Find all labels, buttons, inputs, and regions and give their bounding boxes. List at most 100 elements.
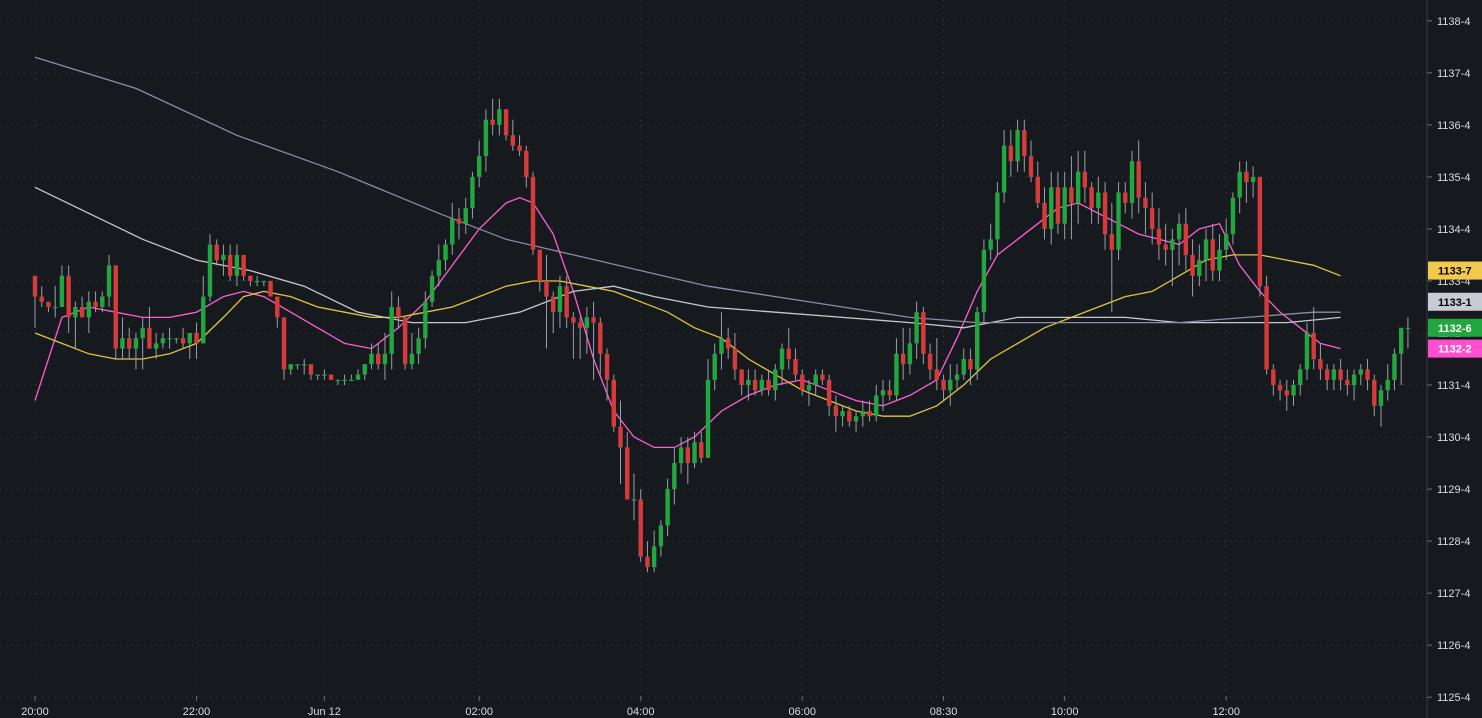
candle xyxy=(853,411,859,432)
y-tick-label: 1129-4 xyxy=(1437,484,1470,496)
candle-body xyxy=(456,218,462,224)
candle-body xyxy=(1304,332,1310,370)
candle xyxy=(241,254,246,281)
candle xyxy=(1116,182,1121,261)
candle xyxy=(1358,364,1364,386)
candle-body xyxy=(874,395,879,417)
candle xyxy=(934,338,940,391)
candle-body xyxy=(867,411,872,417)
candle-body xyxy=(685,447,691,464)
price-badge-bg xyxy=(1428,261,1482,280)
candle xyxy=(752,369,758,396)
candle-body xyxy=(79,306,85,318)
candle-body xyxy=(275,296,280,318)
candle xyxy=(483,109,489,172)
candle xyxy=(160,332,166,349)
candle xyxy=(194,322,199,359)
candle-body xyxy=(241,254,246,276)
candle xyxy=(725,327,731,359)
candle xyxy=(1338,359,1343,391)
candle xyxy=(376,343,381,370)
y-tick-label: 1131-4 xyxy=(1437,380,1470,392)
candle xyxy=(308,364,314,380)
candle xyxy=(1351,369,1357,401)
candle-body xyxy=(927,353,933,370)
candle-body xyxy=(833,405,839,417)
candle-body xyxy=(537,249,542,281)
candle xyxy=(254,275,260,287)
candle-body xyxy=(254,280,260,283)
candle xyxy=(1284,379,1289,412)
candle xyxy=(436,244,441,287)
candle-body xyxy=(180,338,186,344)
candle-body xyxy=(1008,145,1014,162)
candle-body xyxy=(584,317,590,328)
candle xyxy=(93,291,98,313)
candle xyxy=(826,374,832,417)
candle xyxy=(1055,171,1061,235)
candle-body xyxy=(1123,192,1128,203)
candle-body xyxy=(100,296,105,307)
candle xyxy=(557,275,563,328)
candle-body xyxy=(752,379,758,391)
candle-body xyxy=(1338,369,1343,380)
price-badge-bg xyxy=(1428,318,1482,337)
candle-body xyxy=(793,359,798,375)
candle-body xyxy=(1183,223,1189,255)
candle xyxy=(302,359,307,375)
x-tick-label: 12:00 xyxy=(1212,706,1240,718)
candle xyxy=(1398,327,1404,386)
candle-body xyxy=(1398,327,1404,354)
x-tick-label: 20:00 xyxy=(21,706,49,718)
candle-body xyxy=(968,359,973,370)
time-axis[interactable]: 20:00 22:00 Jun 12 02:00 04:00 06:00 08:30 10:0… xyxy=(21,696,1240,718)
candle-body xyxy=(160,338,166,344)
candle-body xyxy=(416,338,421,354)
candle xyxy=(396,296,401,328)
candle-body xyxy=(840,411,845,417)
candle xyxy=(759,374,765,396)
candle xyxy=(1156,208,1162,261)
candle xyxy=(907,327,913,375)
candle xyxy=(1163,223,1168,266)
candle xyxy=(423,291,428,349)
candle-body xyxy=(1244,171,1249,183)
candle xyxy=(658,520,664,557)
candle xyxy=(342,374,347,386)
candle-body xyxy=(941,379,946,391)
candle-body xyxy=(719,338,724,354)
y-tick-label: 1136-4 xyxy=(1437,120,1470,132)
candle-body xyxy=(73,306,78,318)
candle-body xyxy=(1143,197,1148,209)
candle xyxy=(1318,343,1323,380)
candle xyxy=(1102,182,1108,250)
candle-body xyxy=(194,332,199,344)
candle-body xyxy=(443,244,448,261)
candlestick-series xyxy=(32,98,1411,573)
candle xyxy=(833,395,839,432)
price-badge-label: 1132-2 xyxy=(1438,344,1472,356)
candle xyxy=(961,348,966,380)
candle-body xyxy=(705,379,711,458)
candle-body xyxy=(880,390,886,396)
candle xyxy=(369,343,374,370)
candle xyxy=(349,374,354,382)
candle-body xyxy=(389,306,394,354)
candle-body xyxy=(174,338,179,340)
candle xyxy=(1049,171,1054,245)
candle-body xyxy=(591,317,596,323)
candle-body xyxy=(167,338,172,340)
candle xyxy=(894,338,899,401)
candle xyxy=(275,296,280,328)
candle xyxy=(746,369,751,401)
candle xyxy=(268,280,273,297)
candle xyxy=(1304,322,1310,380)
candle xyxy=(544,254,549,349)
candle xyxy=(456,208,462,240)
candle-body xyxy=(1392,353,1397,380)
candle-body xyxy=(1385,379,1390,391)
candle-body xyxy=(551,296,556,313)
candle-body xyxy=(1055,187,1061,224)
candle xyxy=(328,374,334,380)
